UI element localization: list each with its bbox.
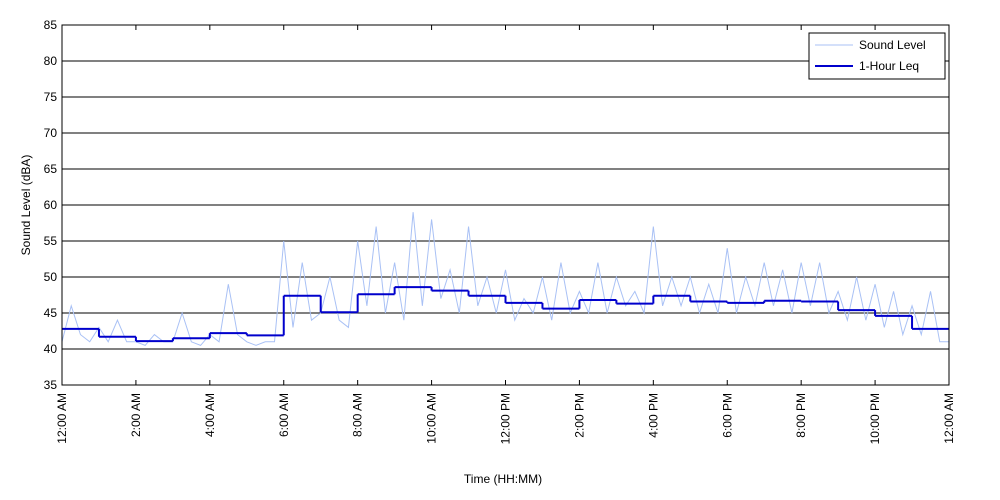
y-axis-label: Sound Level (dBA) [19, 155, 33, 256]
y-tick-label: 65 [44, 162, 58, 176]
y-tick-label: 40 [44, 342, 58, 356]
y-tick-label: 55 [44, 234, 58, 248]
legend-label: Sound Level [859, 38, 926, 52]
y-tick-label: 85 [44, 18, 58, 32]
y-tick-label: 45 [44, 306, 58, 320]
x-tick-label: 6:00 AM [277, 393, 291, 437]
x-tick-label: 6:00 PM [720, 393, 734, 438]
x-axis-label: Time (HH:MM) [464, 472, 542, 486]
x-tick-label: 2:00 AM [129, 393, 143, 437]
x-tick-label: 2:00 PM [572, 393, 586, 438]
plot-frame [61, 24, 950, 386]
x-tick-label: 12:00 AM [55, 393, 69, 444]
x-tick-label: 4:00 AM [203, 393, 217, 437]
x-tick-label: 10:00 PM [868, 393, 882, 444]
legend-box [808, 32, 946, 80]
x-tick-label: 12:00 AM [942, 393, 956, 444]
y-tick-label: 60 [44, 198, 58, 212]
y-tick-label: 70 [44, 126, 58, 140]
y-tick-label: 50 [44, 270, 58, 284]
legend-label: 1-Hour Leq [859, 59, 919, 73]
y-tick-label: 75 [44, 90, 58, 104]
y-tick-label: 35 [44, 378, 58, 392]
x-tick-label: 4:00 PM [646, 393, 660, 438]
x-tick-label: 10:00 AM [425, 393, 439, 444]
x-tick-label: 8:00 PM [794, 393, 808, 438]
y-tick-label: 80 [44, 54, 58, 68]
x-tick-label: 8:00 AM [351, 393, 365, 437]
x-tick-label: 12:00 PM [499, 393, 513, 444]
